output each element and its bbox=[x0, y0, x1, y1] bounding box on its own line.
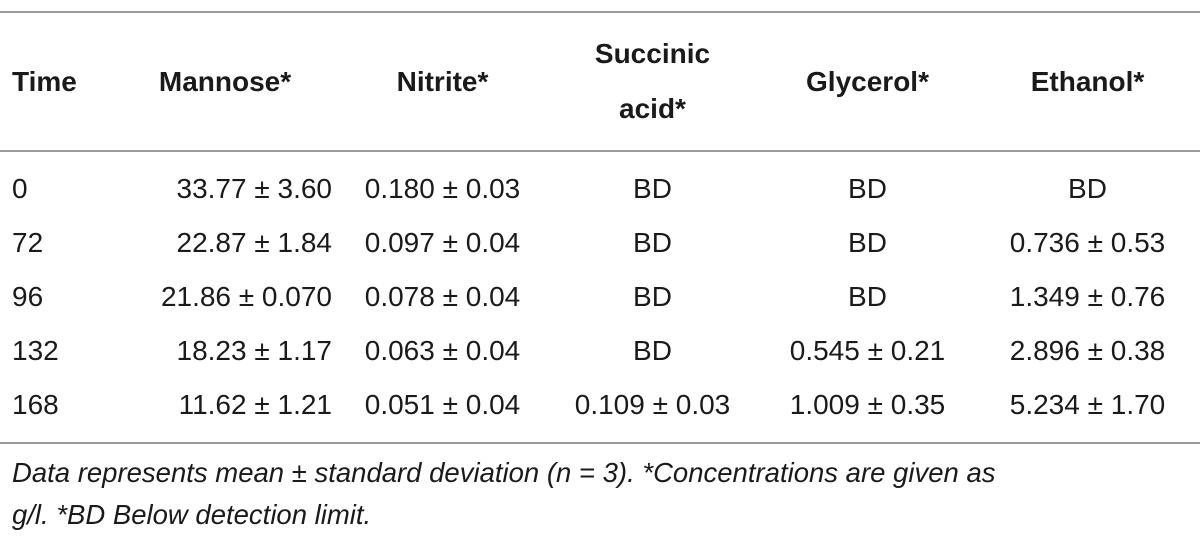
header-ethanol: Ethanol* bbox=[1030, 65, 1145, 97]
header-mannose: Mannose* bbox=[158, 65, 292, 97]
cell-ethanol: BD bbox=[1068, 173, 1107, 204]
cell-ethanol: 0.736 ± 0.53 bbox=[1009, 227, 1166, 258]
table-row: 72 22.87 ± 1.84 0.097 ± 0.04 BD BD 0.736… bbox=[0, 216, 1200, 270]
header-row: Time Mannose* Nitrite* Succinic acid* Gl… bbox=[0, 12, 1200, 150]
cell-glycerol: BD bbox=[848, 173, 887, 204]
header-succinic-line2: acid* bbox=[619, 93, 686, 124]
table-body: 0 33.77 ± 3.60 0.180 ± 0.03 BD BD BD 72 … bbox=[0, 150, 1200, 432]
cell-glycerol: BD bbox=[848, 281, 887, 312]
cell-nitrite: 0.180 ± 0.03 bbox=[364, 173, 521, 204]
top-rule bbox=[0, 11, 1200, 13]
cell-mannose: 21.86 ± 0.070 bbox=[160, 281, 332, 312]
cell-time: 168 bbox=[12, 389, 59, 420]
cell-time: 132 bbox=[12, 335, 59, 366]
table-row: 96 21.86 ± 0.070 0.078 ± 0.04 BD BD 1.34… bbox=[0, 270, 1200, 324]
cell-mannose: 11.62 ± 1.21 bbox=[178, 389, 332, 420]
header-time: Time bbox=[12, 65, 77, 97]
cell-ethanol: 1.349 ± 0.76 bbox=[1009, 281, 1166, 312]
cell-nitrite: 0.078 ± 0.04 bbox=[364, 281, 521, 312]
cell-mannose: 33.77 ± 3.60 bbox=[176, 173, 333, 204]
footnote-line1: Data represents mean ± standard deviatio… bbox=[12, 457, 996, 488]
cell-time: 72 bbox=[12, 227, 44, 258]
cell-succinic-acid: BD bbox=[633, 227, 672, 258]
cell-mannose: 22.87 ± 1.84 bbox=[176, 227, 333, 258]
header-succinic-acid: Succinic acid* bbox=[545, 12, 760, 150]
cell-mannose: 18.23 ± 1.17 bbox=[176, 335, 333, 366]
cell-succinic-acid: 0.109 ± 0.03 bbox=[574, 389, 731, 420]
cell-time: 0 bbox=[12, 173, 28, 204]
cell-nitrite: 0.097 ± 0.04 bbox=[364, 227, 521, 258]
cell-time: 96 bbox=[12, 281, 44, 312]
cell-succinic-acid: BD bbox=[633, 335, 672, 366]
cell-succinic-acid: BD bbox=[633, 173, 672, 204]
cell-ethanol: 2.896 ± 0.38 bbox=[1009, 335, 1166, 366]
table-footnote: Data represents mean ± standard deviatio… bbox=[12, 452, 1188, 536]
cell-succinic-acid: BD bbox=[633, 281, 672, 312]
table-row: 132 18.23 ± 1.17 0.063 ± 0.04 BD 0.545 ±… bbox=[0, 324, 1200, 378]
cell-glycerol: 0.545 ± 0.21 bbox=[789, 335, 946, 366]
cell-glycerol: BD bbox=[848, 227, 887, 258]
header-glycerol: Glycerol* bbox=[806, 65, 929, 97]
data-table: Time Mannose* Nitrite* Succinic acid* Gl… bbox=[0, 12, 1200, 432]
bottom-rule bbox=[0, 442, 1200, 444]
header-succinic-line1: Succinic bbox=[594, 38, 711, 69]
cell-nitrite: 0.063 ± 0.04 bbox=[364, 335, 521, 366]
cell-glycerol: 1.009 ± 0.35 bbox=[789, 389, 946, 420]
header-rule bbox=[0, 150, 1200, 152]
cell-nitrite: 0.051 ± 0.04 bbox=[364, 389, 521, 420]
header-nitrite: Nitrite* bbox=[396, 65, 489, 97]
table-row: 168 11.62 ± 1.21 0.051 ± 0.04 0.109 ± 0.… bbox=[0, 378, 1200, 432]
table-row: 0 33.77 ± 3.60 0.180 ± 0.03 BD BD BD bbox=[0, 150, 1200, 216]
cell-ethanol: 5.234 ± 1.70 bbox=[1009, 389, 1166, 420]
table-header: Time Mannose* Nitrite* Succinic acid* Gl… bbox=[0, 12, 1200, 150]
footnote-line2: g/l. *BD Below detection limit. bbox=[12, 499, 372, 530]
